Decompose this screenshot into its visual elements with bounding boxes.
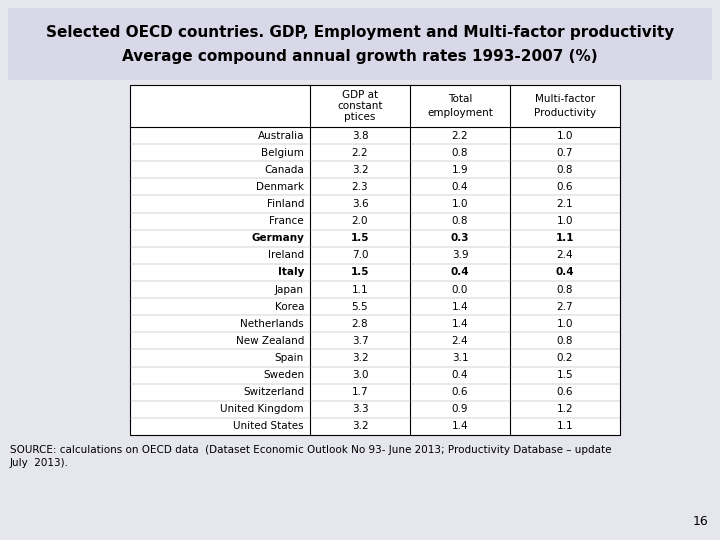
Text: 0.4: 0.4 (451, 267, 469, 278)
Text: Sweden: Sweden (263, 370, 304, 380)
Text: Japan: Japan (275, 285, 304, 294)
Text: ptices: ptices (344, 111, 376, 122)
Text: 0.8: 0.8 (557, 336, 573, 346)
Text: 1.1: 1.1 (556, 233, 575, 243)
Text: 2.2: 2.2 (351, 147, 369, 158)
Text: United Kingdom: United Kingdom (220, 404, 304, 414)
Text: 1.2: 1.2 (557, 404, 573, 414)
Text: 0.4: 0.4 (451, 370, 468, 380)
Text: 0.8: 0.8 (451, 216, 468, 226)
Text: 2.7: 2.7 (557, 302, 573, 312)
Text: Denmark: Denmark (256, 182, 304, 192)
Text: 0.8: 0.8 (557, 285, 573, 294)
Text: 0.6: 0.6 (557, 387, 573, 397)
Text: 1.4: 1.4 (451, 319, 468, 329)
Text: 0.8: 0.8 (451, 147, 468, 158)
Text: 3.1: 3.1 (451, 353, 468, 363)
Text: 3.8: 3.8 (351, 131, 369, 140)
Text: New Zealand: New Zealand (235, 336, 304, 346)
Text: Spain: Spain (275, 353, 304, 363)
Text: 1.0: 1.0 (451, 199, 468, 209)
Text: 0.3: 0.3 (451, 233, 469, 243)
Text: 0.0: 0.0 (452, 285, 468, 294)
Text: employment: employment (427, 108, 493, 118)
Text: 1.9: 1.9 (451, 165, 468, 175)
Text: 1.0: 1.0 (557, 319, 573, 329)
Text: 1.0: 1.0 (557, 216, 573, 226)
Bar (8, 8, 712, 80)
Text: 2.4: 2.4 (557, 251, 573, 260)
Text: 3.0: 3.0 (352, 370, 368, 380)
Text: Belgium: Belgium (261, 147, 304, 158)
Text: United States: United States (233, 421, 304, 431)
Text: 3.6: 3.6 (351, 199, 369, 209)
Text: 0.2: 0.2 (557, 353, 573, 363)
Text: 16: 16 (692, 515, 708, 528)
Text: 0.6: 0.6 (557, 182, 573, 192)
Text: 7.0: 7.0 (352, 251, 368, 260)
Text: 0.4: 0.4 (556, 267, 575, 278)
Text: Italy: Italy (278, 267, 304, 278)
Text: Australia: Australia (258, 131, 304, 140)
Text: 3.2: 3.2 (351, 165, 369, 175)
Text: 1.5: 1.5 (351, 233, 369, 243)
Text: 3.9: 3.9 (451, 251, 468, 260)
Text: 3.3: 3.3 (351, 404, 369, 414)
Text: Average compound annual growth rates 1993-2007 (%): Average compound annual growth rates 199… (122, 50, 598, 64)
Text: Selected OECD countries. GDP, Employment and Multi-factor productivity: Selected OECD countries. GDP, Employment… (46, 24, 674, 39)
Text: 5.5: 5.5 (351, 302, 369, 312)
Text: 1.5: 1.5 (351, 267, 369, 278)
Text: France: France (269, 216, 304, 226)
Text: 1.1: 1.1 (351, 285, 369, 294)
Text: GDP at: GDP at (342, 91, 378, 100)
Text: SOURCE: calculations on OECD data  (Dataset Economic Outlook No 93- June 2013; P: SOURCE: calculations on OECD data (Datas… (10, 445, 611, 468)
Text: 0.9: 0.9 (451, 404, 468, 414)
Text: 2.3: 2.3 (351, 182, 369, 192)
Text: 1.4: 1.4 (451, 302, 468, 312)
Text: 0.8: 0.8 (557, 165, 573, 175)
Text: Productivity: Productivity (534, 108, 596, 118)
Text: Germany: Germany (251, 233, 304, 243)
Bar (130, 85, 620, 435)
Text: 2.2: 2.2 (451, 131, 468, 140)
Text: 3.7: 3.7 (351, 336, 369, 346)
Text: Switzerland: Switzerland (243, 387, 304, 397)
Text: 2.1: 2.1 (557, 199, 573, 209)
Text: 1.5: 1.5 (557, 370, 573, 380)
Text: Korea: Korea (274, 302, 304, 312)
Text: 1.1: 1.1 (557, 421, 573, 431)
Text: 0.6: 0.6 (451, 387, 468, 397)
Text: 0.4: 0.4 (451, 182, 468, 192)
Text: 1.0: 1.0 (557, 131, 573, 140)
Text: Ireland: Ireland (268, 251, 304, 260)
Text: Canada: Canada (264, 165, 304, 175)
Text: 2.4: 2.4 (451, 336, 468, 346)
Text: 1.4: 1.4 (451, 421, 468, 431)
Text: constant: constant (337, 101, 383, 111)
Text: Finland: Finland (266, 199, 304, 209)
Text: 3.2: 3.2 (351, 353, 369, 363)
Text: Total: Total (448, 94, 472, 104)
Text: Multi-factor: Multi-factor (535, 94, 595, 104)
Text: 0.7: 0.7 (557, 147, 573, 158)
Text: 2.8: 2.8 (351, 319, 369, 329)
Text: 2.0: 2.0 (352, 216, 368, 226)
Text: 1.7: 1.7 (351, 387, 369, 397)
Text: 3.2: 3.2 (351, 421, 369, 431)
Text: Netherlands: Netherlands (240, 319, 304, 329)
